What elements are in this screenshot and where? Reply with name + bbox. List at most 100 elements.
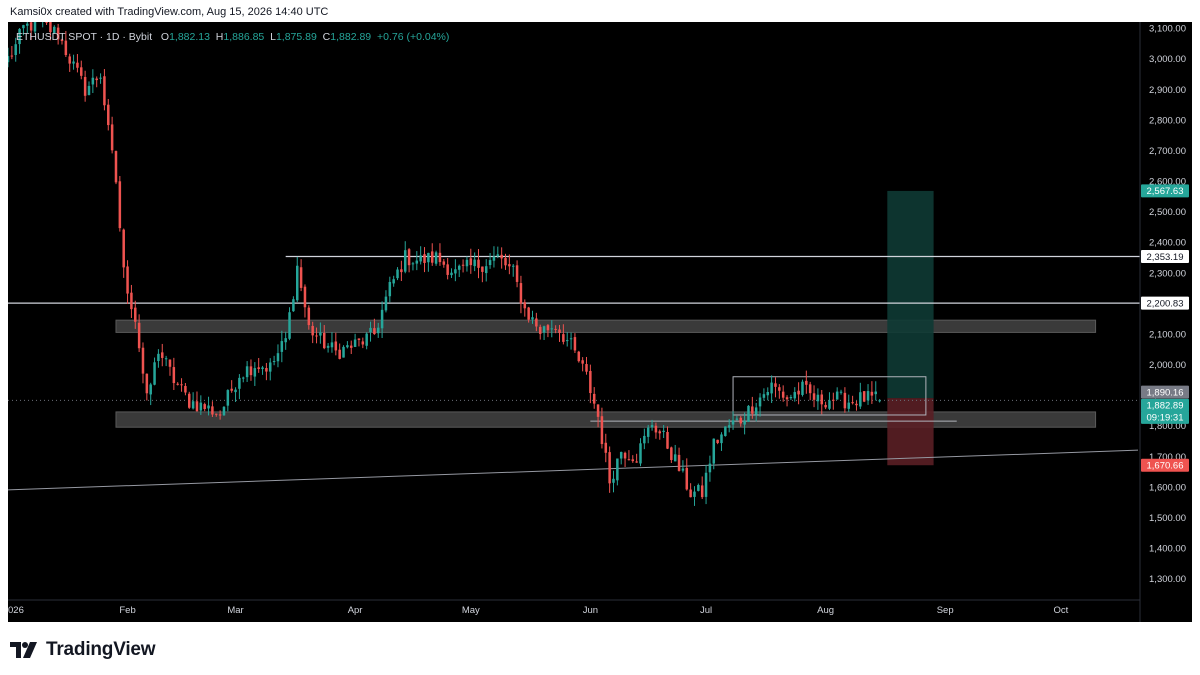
- candle-body[interactable]: [454, 269, 457, 274]
- candle-body[interactable]: [508, 264, 511, 267]
- candle-body[interactable]: [542, 326, 546, 333]
- candle-body[interactable]: [72, 61, 75, 64]
- candle-body[interactable]: [697, 484, 700, 491]
- candle-body[interactable]: [558, 329, 561, 333]
- candle-body[interactable]: [134, 307, 137, 322]
- candle-body[interactable]: [650, 425, 654, 428]
- candle-body[interactable]: [292, 299, 295, 312]
- candle-body[interactable]: [107, 104, 110, 126]
- candle-body[interactable]: [195, 401, 199, 412]
- candle-body[interactable]: [538, 326, 542, 334]
- candle-body[interactable]: [60, 39, 64, 42]
- candle-body[interactable]: [700, 485, 704, 498]
- candle-body[interactable]: [855, 403, 858, 406]
- candle-body[interactable]: [226, 390, 230, 406]
- candle-body[interactable]: [76, 62, 79, 68]
- candle-body[interactable]: [161, 352, 164, 358]
- candle-body[interactable]: [484, 266, 488, 274]
- candle-body[interactable]: [519, 283, 523, 304]
- long-position-stop-zone[interactable]: [887, 398, 934, 466]
- candle-body[interactable]: [762, 394, 766, 398]
- candle-body[interactable]: [654, 425, 658, 433]
- candle-body[interactable]: [172, 367, 176, 384]
- candle-body[interactable]: [619, 451, 623, 459]
- candle-body[interactable]: [388, 281, 392, 297]
- candle-body[interactable]: [596, 404, 600, 417]
- candle-body[interactable]: [392, 279, 395, 284]
- candle-body[interactable]: [230, 388, 233, 391]
- candle-body[interactable]: [739, 417, 743, 424]
- candle-body[interactable]: [407, 249, 411, 266]
- candle-body[interactable]: [191, 401, 195, 409]
- candle-body[interactable]: [380, 309, 384, 329]
- candle-body[interactable]: [68, 56, 71, 64]
- candle-body[interactable]: [515, 265, 519, 282]
- candle-body[interactable]: [334, 341, 338, 351]
- candle-body[interactable]: [862, 391, 866, 402]
- candle-body[interactable]: [29, 22, 33, 31]
- candle-body[interactable]: [203, 404, 206, 410]
- candle-body[interactable]: [145, 373, 149, 394]
- candle-body[interactable]: [56, 27, 60, 40]
- candle-body[interactable]: [257, 367, 260, 369]
- candle-body[interactable]: [315, 335, 318, 337]
- candle-body[interactable]: [562, 334, 565, 342]
- candle-body[interactable]: [99, 77, 102, 79]
- candle-body[interactable]: [623, 452, 627, 459]
- candle-body[interactable]: [376, 327, 380, 334]
- candle-body[interactable]: [427, 252, 430, 263]
- candle-body[interactable]: [781, 391, 785, 398]
- candle-body[interactable]: [535, 318, 538, 327]
- chart-panel[interactable]: 1,300.00 1,400.00 1,500.00 1,600.00 1,700.00…: [8, 22, 1192, 622]
- candle-body[interactable]: [349, 345, 353, 348]
- candle-body[interactable]: [80, 67, 83, 76]
- candle-body[interactable]: [461, 264, 465, 266]
- candle-body[interactable]: [218, 414, 222, 416]
- candle-body[interactable]: [662, 430, 665, 432]
- candle-body[interactable]: [130, 292, 133, 310]
- candle-body[interactable]: [253, 368, 257, 377]
- candle-body[interactable]: [492, 256, 496, 261]
- candle-body[interactable]: [481, 266, 484, 272]
- candle-body[interactable]: [577, 351, 581, 362]
- candle-body[interactable]: [8, 56, 10, 63]
- candle-body[interactable]: [438, 252, 442, 263]
- candle-body[interactable]: [149, 384, 152, 395]
- candle-body[interactable]: [820, 394, 824, 405]
- candle-body[interactable]: [589, 370, 592, 394]
- candle-body[interactable]: [83, 77, 87, 96]
- candle-body[interactable]: [45, 22, 48, 23]
- candle-body[interactable]: [689, 489, 692, 498]
- candle-body[interactable]: [33, 22, 37, 32]
- candle-body[interactable]: [295, 265, 299, 301]
- candle-body[interactable]: [612, 478, 615, 483]
- candle-body[interactable]: [635, 461, 638, 463]
- candle-body[interactable]: [604, 442, 608, 453]
- candle-body[interactable]: [731, 420, 735, 425]
- candle-body[interactable]: [496, 254, 500, 256]
- candle-body[interactable]: [457, 265, 461, 270]
- candle-body[interactable]: [477, 259, 480, 268]
- candle-body[interactable]: [720, 434, 723, 444]
- candle-body[interactable]: [176, 383, 179, 385]
- candle-body[interactable]: [504, 258, 507, 266]
- candle-body[interactable]: [704, 472, 708, 497]
- candle-body[interactable]: [488, 260, 492, 266]
- support-resistance-zone[interactable]: [115, 411, 1097, 428]
- candle-body[interactable]: [716, 439, 719, 444]
- candle-body[interactable]: [569, 338, 573, 340]
- candle-body[interactable]: [469, 258, 473, 266]
- candle-body[interactable]: [658, 431, 662, 434]
- candle-body[interactable]: [49, 22, 52, 33]
- candle-body[interactable]: [284, 338, 287, 343]
- candle-body[interactable]: [303, 286, 307, 308]
- candle-body[interactable]: [91, 77, 95, 85]
- candle-body[interactable]: [188, 393, 191, 408]
- candle-body[interactable]: [430, 251, 434, 263]
- candle-body[interactable]: [384, 296, 388, 311]
- candle-body[interactable]: [851, 402, 854, 404]
- candle-body[interactable]: [465, 259, 469, 267]
- candle-body[interactable]: [450, 272, 453, 276]
- candle-body[interactable]: [373, 328, 376, 335]
- price-chart[interactable]: 1,300.00 1,400.00 1,500.00 1,600.00 1,700.00…: [8, 22, 1192, 622]
